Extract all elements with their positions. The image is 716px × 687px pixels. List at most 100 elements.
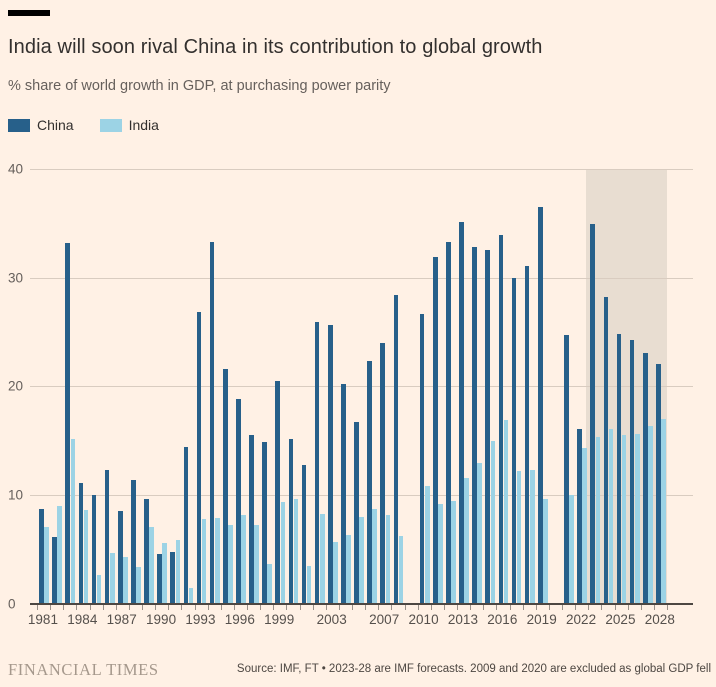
bar-china-2000 (288, 439, 294, 603)
bar-china-2017 (511, 277, 517, 603)
bar-india-1984 (83, 509, 89, 603)
bar-india-2018 (529, 469, 535, 603)
bar-china-2004 (341, 383, 346, 603)
bar-india-2006 (372, 508, 378, 603)
ft-accent-bar (8, 10, 50, 16)
bar-india-1985 (96, 574, 102, 603)
bar-china-2013 (459, 222, 464, 603)
x-axis-label-2019: 2019 (526, 612, 557, 627)
x-axis-tick (89, 605, 91, 610)
x-axis-tick (181, 605, 183, 610)
x-axis-tick (443, 605, 445, 610)
bar-china-2002 (314, 321, 320, 603)
x-axis-tick (588, 605, 590, 610)
y-axis-label-10: 10 (8, 487, 24, 503)
bar-india-1991 (175, 540, 181, 603)
x-axis-tick (601, 605, 603, 610)
x-axis-tick (37, 605, 38, 610)
x-axis-tick (220, 605, 222, 610)
bar-india-1994 (214, 518, 220, 603)
x-axis-tick (142, 605, 143, 610)
x-axis-tick (404, 605, 406, 610)
bar-india-1998 (267, 563, 273, 603)
bar-china-2027 (642, 353, 648, 603)
bar-india-1992 (188, 587, 194, 603)
bar-china-2014 (472, 247, 477, 603)
x-axis-label-1981: 1981 (27, 612, 58, 627)
x-axis-tick (155, 605, 157, 610)
x-axis-label-2022: 2022 (566, 612, 597, 627)
bar-india-2008 (398, 535, 404, 603)
gridline-30 (30, 278, 693, 279)
legend-label-india: India (128, 117, 159, 133)
y-axis-label-30: 30 (8, 270, 24, 286)
bar-china-1997 (249, 434, 254, 603)
x-axis-label-2016: 2016 (487, 612, 518, 627)
bar-india-2024 (608, 429, 614, 603)
x-axis-tick (312, 605, 314, 610)
bar-india-2026 (634, 433, 640, 603)
bar-china-1983 (65, 242, 71, 603)
bar-india-1981 (44, 527, 49, 603)
bar-china-1988 (131, 480, 136, 603)
bar-china-2025 (616, 333, 622, 603)
x-axis-tick (378, 605, 380, 610)
bar-india-1990 (162, 543, 168, 603)
x-axis-tick (614, 605, 616, 610)
bar-india-2027 (648, 426, 653, 603)
bar-china-2010 (419, 314, 425, 603)
x-axis-tick (299, 605, 301, 610)
x-axis-tick (63, 605, 65, 610)
x-axis-tick (667, 605, 668, 610)
x-axis-tick (207, 605, 209, 610)
bar-china-2012 (446, 241, 451, 603)
gridline-20 (30, 386, 693, 387)
x-axis-tick (562, 605, 563, 610)
x-axis-tick (352, 605, 353, 610)
ft-wordmark: FINANCIAL TIMES (8, 660, 159, 679)
y-axis-label-20: 20 (8, 378, 24, 394)
bar-india-2023 (595, 436, 601, 603)
bar-india-2028 (661, 418, 666, 603)
bar-india-2022 (582, 447, 588, 603)
bar-india-1987 (123, 557, 128, 603)
x-axis-tick (496, 605, 498, 610)
x-axis-tick (102, 605, 104, 610)
bar-india-2017 (516, 470, 522, 603)
bar-india-2015 (490, 441, 496, 603)
bar-china-2005 (354, 421, 359, 603)
bar-china-2019 (537, 206, 543, 603)
x-axis-tick (575, 605, 577, 610)
gridline-40 (30, 169, 693, 170)
x-axis-tick (115, 605, 117, 610)
bar-china-2008 (393, 294, 399, 603)
bar-india-2002 (319, 514, 325, 603)
bar-india-2004 (346, 534, 351, 603)
bar-china-2024 (603, 297, 609, 603)
y-axis-label-40: 40 (8, 161, 24, 177)
bar-india-1983 (70, 439, 76, 603)
x-axis-tick (338, 605, 340, 610)
bar-india-2021 (569, 494, 574, 603)
x-axis-label-2007: 2007 (369, 612, 400, 627)
bar-china-1984 (78, 482, 84, 603)
bar-china-2023 (590, 224, 596, 603)
bar-india-2016 (503, 419, 509, 603)
x-axis-tick (128, 605, 130, 610)
bar-china-1981 (39, 508, 44, 603)
bar-china-1987 (117, 510, 123, 603)
y-axis-label-0: 0 (8, 596, 16, 612)
x-axis-tick (430, 605, 432, 610)
bar-china-2018 (524, 265, 530, 603)
bar-india-2010 (424, 485, 430, 603)
x-axis-tick (548, 605, 550, 610)
bar-india-1996 (241, 515, 246, 603)
x-axis-label-2013: 2013 (447, 612, 478, 627)
x-axis-tick (627, 605, 629, 610)
bar-china-2003 (327, 325, 333, 603)
legend: China India (8, 117, 159, 133)
bar-india-2007 (385, 515, 391, 603)
bar-china-1990 (157, 554, 162, 603)
x-axis-label-2003: 2003 (316, 612, 347, 627)
